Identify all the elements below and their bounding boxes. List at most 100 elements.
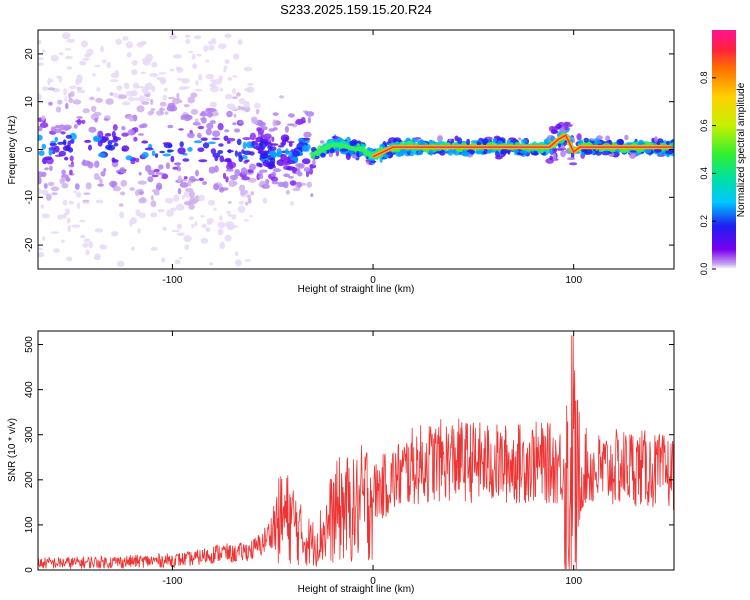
spectrogram-blob [624,134,629,141]
spectrogram-blob [339,148,349,152]
spectrogram-blob [57,141,64,145]
spectrogram-blob [272,119,276,127]
spectrogram-blob [243,106,251,113]
spectrogram-blob [248,177,257,183]
spectrogram-blob [476,141,482,146]
spectrogram-blob [225,169,234,172]
spectrogram-blob [87,160,91,166]
spectrogram-blob [45,193,52,201]
spectrogram-blob [514,142,519,146]
spectrogram-blob [38,150,45,156]
spectrogram-blob [188,50,194,54]
spectrogram-blob [258,121,267,127]
spectrogram-blob [176,161,180,168]
spectrogram-blob [193,140,203,144]
spectrogram-blob [250,191,255,196]
spectrogram-blob [185,34,191,38]
spectrogram-blob [256,127,262,132]
spectrogram-blob [240,167,248,175]
spectrogram-blob [258,163,263,168]
spectrogram-blob [94,253,101,260]
spectrogram-blob [140,71,146,75]
spectrogram-blob [144,93,151,98]
figure-title: S233.2025.159.15.20.R24 [280,2,432,17]
spectrogram-blob [119,211,125,219]
spectrogram-blob [69,132,77,140]
spectrogram-blob [77,89,86,94]
spectrogram-blob [198,177,204,182]
spectrogram-blob [115,38,122,45]
spectrogram-blob [288,176,294,179]
spectrogram-blob [269,157,276,164]
spectrogram-y-label: Frequency (Hz) [7,116,18,185]
spectrogram-blob [120,191,126,196]
spectrogram-blob [262,197,268,204]
spectrogram-blob [224,129,230,133]
spectrogram-blob [332,136,336,139]
spectrogram-blob [61,176,66,183]
spectrogram-blob [141,101,150,105]
spectrogram-blob [64,156,69,161]
spectrogram-blob [65,208,71,215]
spectrogram-blob [203,45,209,52]
spectrogram-blob [238,184,246,192]
spectrogram-blob [170,32,176,40]
spectrogram-blob [130,160,136,165]
spectrogram-blob [181,78,190,84]
spectrogram-blob [238,200,244,205]
spectrogram-blob [82,159,86,166]
spectrogram-blob [171,98,181,105]
spectrogram-blob [576,133,582,141]
spectrogram-blob [107,139,113,146]
spectrogram-blob [167,124,174,129]
spectrogram-blob [69,169,73,175]
spectrogram-blob [211,38,217,42]
spectrogram-blob [580,142,585,146]
spectrogram-blob [670,142,674,148]
spectrogram-blob [97,130,104,138]
spectrogram-blob [224,59,230,65]
spectrogram-blob [218,43,227,50]
spectrogram-blob [259,169,268,173]
spectrogram-blob [61,239,65,243]
spectrogram-blob [179,182,189,188]
spectrogram-blob [247,83,254,86]
spectrogram-blob [583,148,593,155]
spectrogram-blob [94,228,104,233]
spectrogram-blob [181,194,185,200]
spectrogram-blob [194,88,203,92]
spectrogram-blob [335,149,340,157]
spectrogram-blob [150,246,158,251]
spectrogram-blob [118,203,124,207]
spectrogram-blob [301,137,311,141]
spectrogram-blob [41,143,47,150]
spectrogram-blob [54,124,61,129]
spectrogram-blob [68,200,74,205]
spectrogram-blob [233,53,240,60]
spectrogram-blob [222,172,227,180]
spectrogram-blob [61,169,66,175]
spectrogram-blob [232,122,237,126]
spectrogram-blob [177,223,182,230]
colorbar-tick-label: 0.2 [699,215,709,228]
spectrogram-blob [112,124,118,131]
spectrogram-blob [437,135,443,143]
spectrogram-blob [238,120,244,124]
spectrogram-blob [288,142,293,147]
spectrogram-blob [219,215,223,221]
spectrogram-blob [113,186,121,192]
spectrogram-blob [583,137,589,143]
spectrogram-blob [131,59,138,66]
spectrogram-blob [144,147,154,151]
spectrogram-blob [49,165,53,171]
spectrogram-blob [282,181,289,189]
colorbar-tick-label: 0.4 [699,167,709,180]
spectrogram-blob [246,86,255,93]
spectrogram-blob [447,149,454,156]
spectrogram-blob [259,140,267,149]
y-tick-label: 300 [24,426,35,443]
spectrogram-blob [100,171,106,177]
spectrogram-blob [63,212,67,219]
spectrogram-blob [451,138,455,144]
spectrogram-blob [590,138,595,142]
